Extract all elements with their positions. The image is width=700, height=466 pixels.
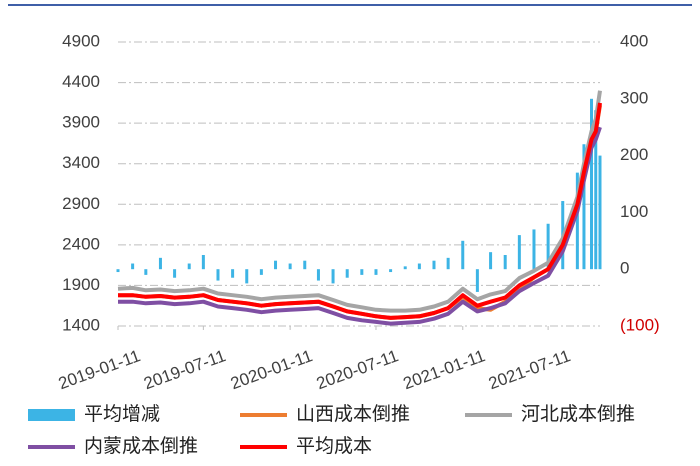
- bar: [274, 260, 278, 270]
- y-tick-label: 4400: [62, 72, 100, 91]
- bar: [417, 263, 421, 270]
- y2-tick-label: (100): [620, 315, 660, 334]
- bar: [503, 255, 507, 270]
- y-tick-label: 2900: [62, 194, 100, 213]
- bar: [475, 269, 479, 292]
- bar: [187, 263, 191, 270]
- bar: [432, 260, 436, 270]
- bar: [517, 235, 521, 270]
- y2-tick-label: 300: [620, 88, 648, 107]
- y2-tick-label: 200: [620, 145, 648, 164]
- bar: [594, 110, 598, 270]
- y-tick-label: 3900: [62, 113, 100, 132]
- legend-label: 山西成本倒推: [296, 403, 410, 425]
- legend-label: 河北成本倒推: [521, 403, 635, 425]
- y-tick-label: 2400: [62, 234, 100, 253]
- bar: [116, 269, 120, 273]
- bar: [201, 255, 205, 270]
- bar: [598, 155, 602, 270]
- y2-tick-label: 0: [620, 259, 629, 278]
- bar: [288, 263, 292, 270]
- bar: [461, 240, 465, 270]
- bar: [582, 144, 586, 270]
- y-tick-label: 1400: [62, 315, 100, 334]
- bar: [546, 223, 550, 270]
- legend-label: 平均成本: [296, 435, 372, 457]
- bar: [231, 269, 235, 278]
- legend-label: 内蒙成本倒推: [84, 435, 198, 457]
- y-tick-label: 3400: [62, 153, 100, 172]
- legend-label: 平均增减: [84, 403, 160, 425]
- bar: [489, 252, 493, 270]
- y-tick-label: 1900: [62, 275, 100, 294]
- bar: [403, 266, 407, 270]
- bar: [360, 269, 364, 275]
- bar: [446, 257, 450, 270]
- bar: [575, 172, 579, 270]
- bar: [374, 269, 378, 275]
- bar: [173, 269, 177, 278]
- bar: [532, 229, 536, 270]
- bar: [158, 257, 162, 270]
- bar: [144, 269, 148, 275]
- y2-tick-label: 400: [620, 31, 648, 50]
- bar: [245, 269, 249, 284]
- y2-tick-label: 100: [620, 202, 648, 221]
- line: [117, 90, 602, 313]
- bar: [331, 269, 335, 284]
- bar: [131, 263, 135, 270]
- bar: [316, 269, 320, 281]
- bar: [303, 260, 307, 270]
- bar: [389, 269, 393, 273]
- line: [118, 102, 602, 320]
- bar: [259, 269, 263, 275]
- bar: [345, 269, 349, 278]
- bar: [216, 269, 220, 281]
- legend-swatch: [28, 409, 75, 421]
- y-tick-label: 4900: [62, 31, 100, 50]
- bar: [590, 98, 594, 270]
- line: [118, 126, 602, 326]
